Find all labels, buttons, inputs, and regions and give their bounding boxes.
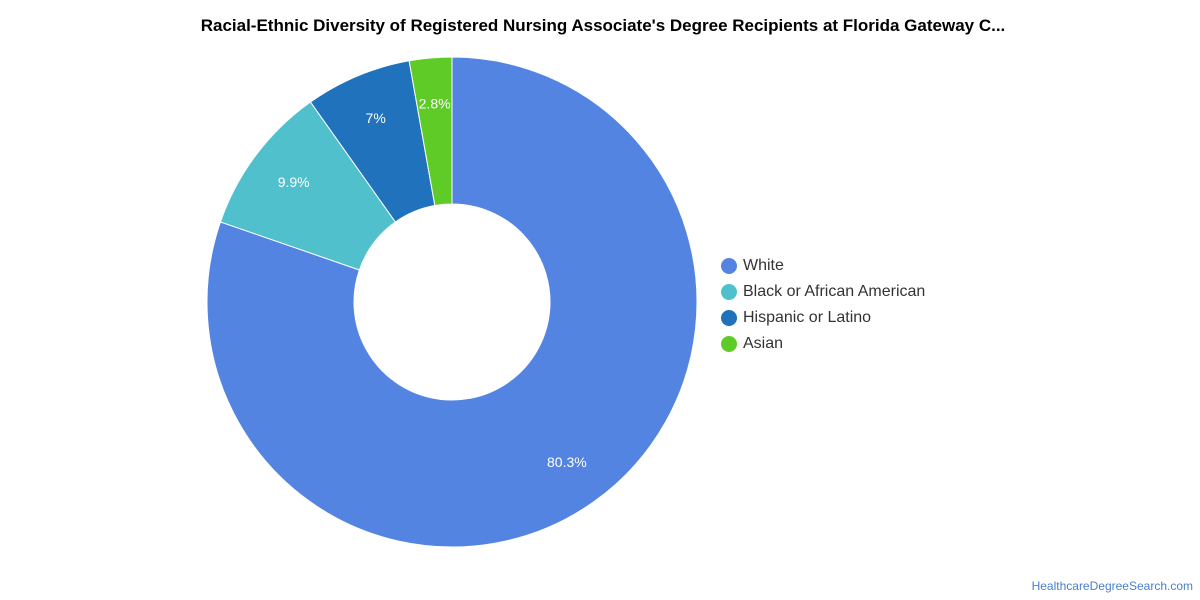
chart-legend: White Black or African American Hispanic o… — [721, 253, 925, 357]
legend-label: Black or African American — [743, 283, 926, 300]
legend-swatch-icon — [721, 310, 737, 326]
legend-swatch-icon — [721, 284, 737, 300]
donut-slice-white[interactable] — [206, 56, 698, 548]
legend-label: White — [743, 257, 784, 274]
legend-item[interactable]: Hispanic or Latino — [721, 305, 925, 331]
legend-swatch-icon — [721, 336, 737, 352]
donut-slices — [206, 56, 698, 548]
donut-slice-labels: 80.3% 9.9% 7% 2.8% — [278, 95, 587, 470]
slice-value-label: 80.3% — [547, 454, 587, 470]
slice-value-label: 2.8% — [419, 95, 451, 111]
legend-swatch-icon — [721, 258, 737, 274]
slice-value-label: 9.9% — [278, 174, 310, 190]
source-link[interactable]: HealthcareDegreeSearch.com — [1031, 579, 1193, 593]
legend-label: Asian — [743, 335, 784, 352]
legend-item[interactable]: White — [721, 253, 925, 279]
legend-item[interactable]: Asian — [721, 331, 925, 357]
legend-label: Hispanic or Latino — [743, 309, 872, 326]
legend-item[interactable]: Black or African American — [721, 279, 925, 305]
slice-value-label: 7% — [366, 110, 386, 126]
donut-slice-asian[interactable] — [408, 56, 453, 207]
chart-title: Racial-Ethnic Diversity of Registered Nu… — [200, 16, 1006, 35]
